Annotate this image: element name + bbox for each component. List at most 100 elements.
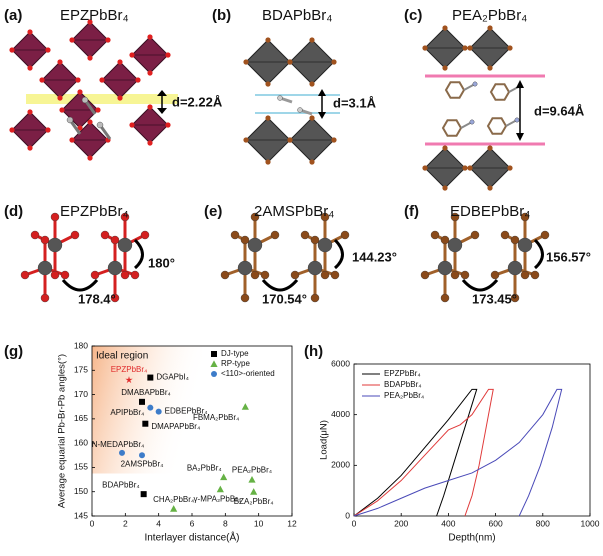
atom bbox=[27, 109, 33, 115]
atom bbox=[309, 37, 315, 43]
x-tick-label: 0 bbox=[90, 518, 95, 528]
atom bbox=[467, 165, 473, 171]
panel-label: (d) bbox=[4, 203, 23, 220]
atom bbox=[442, 185, 448, 191]
atom bbox=[420, 270, 430, 280]
panel-label: (a) bbox=[4, 7, 22, 24]
atom bbox=[59, 107, 65, 113]
annotation: 144.23° bbox=[352, 249, 397, 264]
panel-title: PEA₂PbBr₄ bbox=[452, 7, 527, 24]
atom bbox=[147, 140, 153, 146]
atom bbox=[87, 119, 93, 125]
point-label: EDBEPbBr₄ bbox=[165, 407, 208, 416]
atom bbox=[260, 270, 270, 280]
y-tick-label: 0 bbox=[345, 510, 350, 520]
atom bbox=[422, 45, 428, 51]
atom bbox=[39, 77, 45, 83]
atom bbox=[290, 270, 300, 280]
atom bbox=[37, 260, 53, 276]
arrow-head bbox=[318, 89, 326, 96]
atom bbox=[517, 237, 533, 253]
molecule bbox=[441, 119, 463, 137]
point-label: γ-MPA₂PbBr₄ bbox=[194, 494, 242, 503]
atom bbox=[66, 116, 74, 124]
legend-label: EPZPbBr₄ bbox=[384, 369, 421, 378]
panel-label: (e) bbox=[204, 203, 222, 220]
atom bbox=[317, 237, 333, 253]
atom bbox=[96, 121, 104, 129]
atom bbox=[243, 137, 249, 143]
arrow-head bbox=[516, 80, 524, 88]
atom bbox=[230, 230, 240, 240]
atom bbox=[40, 235, 50, 245]
atom bbox=[243, 59, 249, 65]
point bbox=[140, 491, 147, 498]
x-tick-label: 1000 bbox=[581, 518, 600, 528]
y-tick-label: 155 bbox=[74, 462, 88, 472]
atom bbox=[50, 212, 60, 222]
legend-label: RP-type bbox=[221, 359, 250, 368]
angle-arc bbox=[261, 278, 299, 292]
atom bbox=[70, 230, 80, 240]
x-tick-label: 4 bbox=[156, 518, 161, 528]
angle-arc bbox=[461, 278, 499, 292]
panel-label: (h) bbox=[304, 343, 323, 360]
molecule bbox=[444, 81, 466, 99]
panel-label: (c) bbox=[404, 7, 422, 24]
atom bbox=[507, 45, 513, 51]
atom bbox=[117, 95, 123, 101]
panel-title: BDAPbBr₄ bbox=[262, 7, 332, 24]
atom bbox=[110, 235, 120, 245]
atom bbox=[307, 260, 323, 276]
atom bbox=[147, 104, 153, 110]
x-tick-label: 8 bbox=[223, 518, 228, 528]
atom bbox=[487, 145, 493, 151]
atom bbox=[331, 137, 337, 143]
point-label: PEA₂PbBr₄ bbox=[232, 466, 272, 475]
atom bbox=[110, 293, 120, 303]
atom bbox=[520, 270, 530, 280]
line bbox=[353, 388, 563, 517]
atom bbox=[309, 159, 315, 165]
atom bbox=[265, 115, 271, 121]
atom bbox=[340, 230, 350, 240]
atom bbox=[69, 137, 75, 143]
point-label: BA₂PbBr₄ bbox=[187, 463, 222, 472]
point-label: EPZPbBr₄ bbox=[111, 365, 148, 374]
legend-label: PEA₂PbBr₄ bbox=[384, 391, 424, 400]
atom bbox=[510, 235, 520, 245]
atom bbox=[27, 29, 33, 35]
atom bbox=[277, 95, 283, 101]
annotation: d=2.22Å bbox=[172, 94, 223, 109]
atom bbox=[117, 237, 133, 253]
panel-label: (b) bbox=[212, 7, 231, 24]
molecule bbox=[489, 83, 511, 101]
atom bbox=[442, 65, 448, 71]
panel-title: EPZPbBr₄ bbox=[60, 7, 129, 24]
y-axis-label: Load(μN) bbox=[319, 420, 330, 460]
annotation: 170.54° bbox=[262, 291, 307, 306]
atom bbox=[287, 59, 293, 65]
point bbox=[142, 420, 149, 427]
atom bbox=[270, 230, 280, 240]
molecule bbox=[486, 117, 508, 135]
y-tick-label: 160 bbox=[74, 437, 88, 447]
atom bbox=[240, 293, 250, 303]
atom bbox=[50, 270, 60, 280]
atom bbox=[120, 270, 130, 280]
atom bbox=[514, 117, 520, 123]
atom bbox=[75, 77, 81, 83]
atom bbox=[265, 37, 271, 43]
x-tick-label: 12 bbox=[287, 518, 297, 528]
atom bbox=[130, 270, 140, 280]
atom bbox=[90, 270, 100, 280]
y-tick-label: 2000 bbox=[331, 460, 350, 470]
atom bbox=[45, 127, 51, 133]
atom bbox=[9, 47, 15, 53]
atom bbox=[442, 145, 448, 151]
atom bbox=[440, 235, 450, 245]
annotation: 180° bbox=[148, 255, 175, 270]
atom bbox=[77, 89, 83, 95]
legend-label: <110>-oriented bbox=[221, 369, 275, 378]
point bbox=[241, 403, 249, 410]
